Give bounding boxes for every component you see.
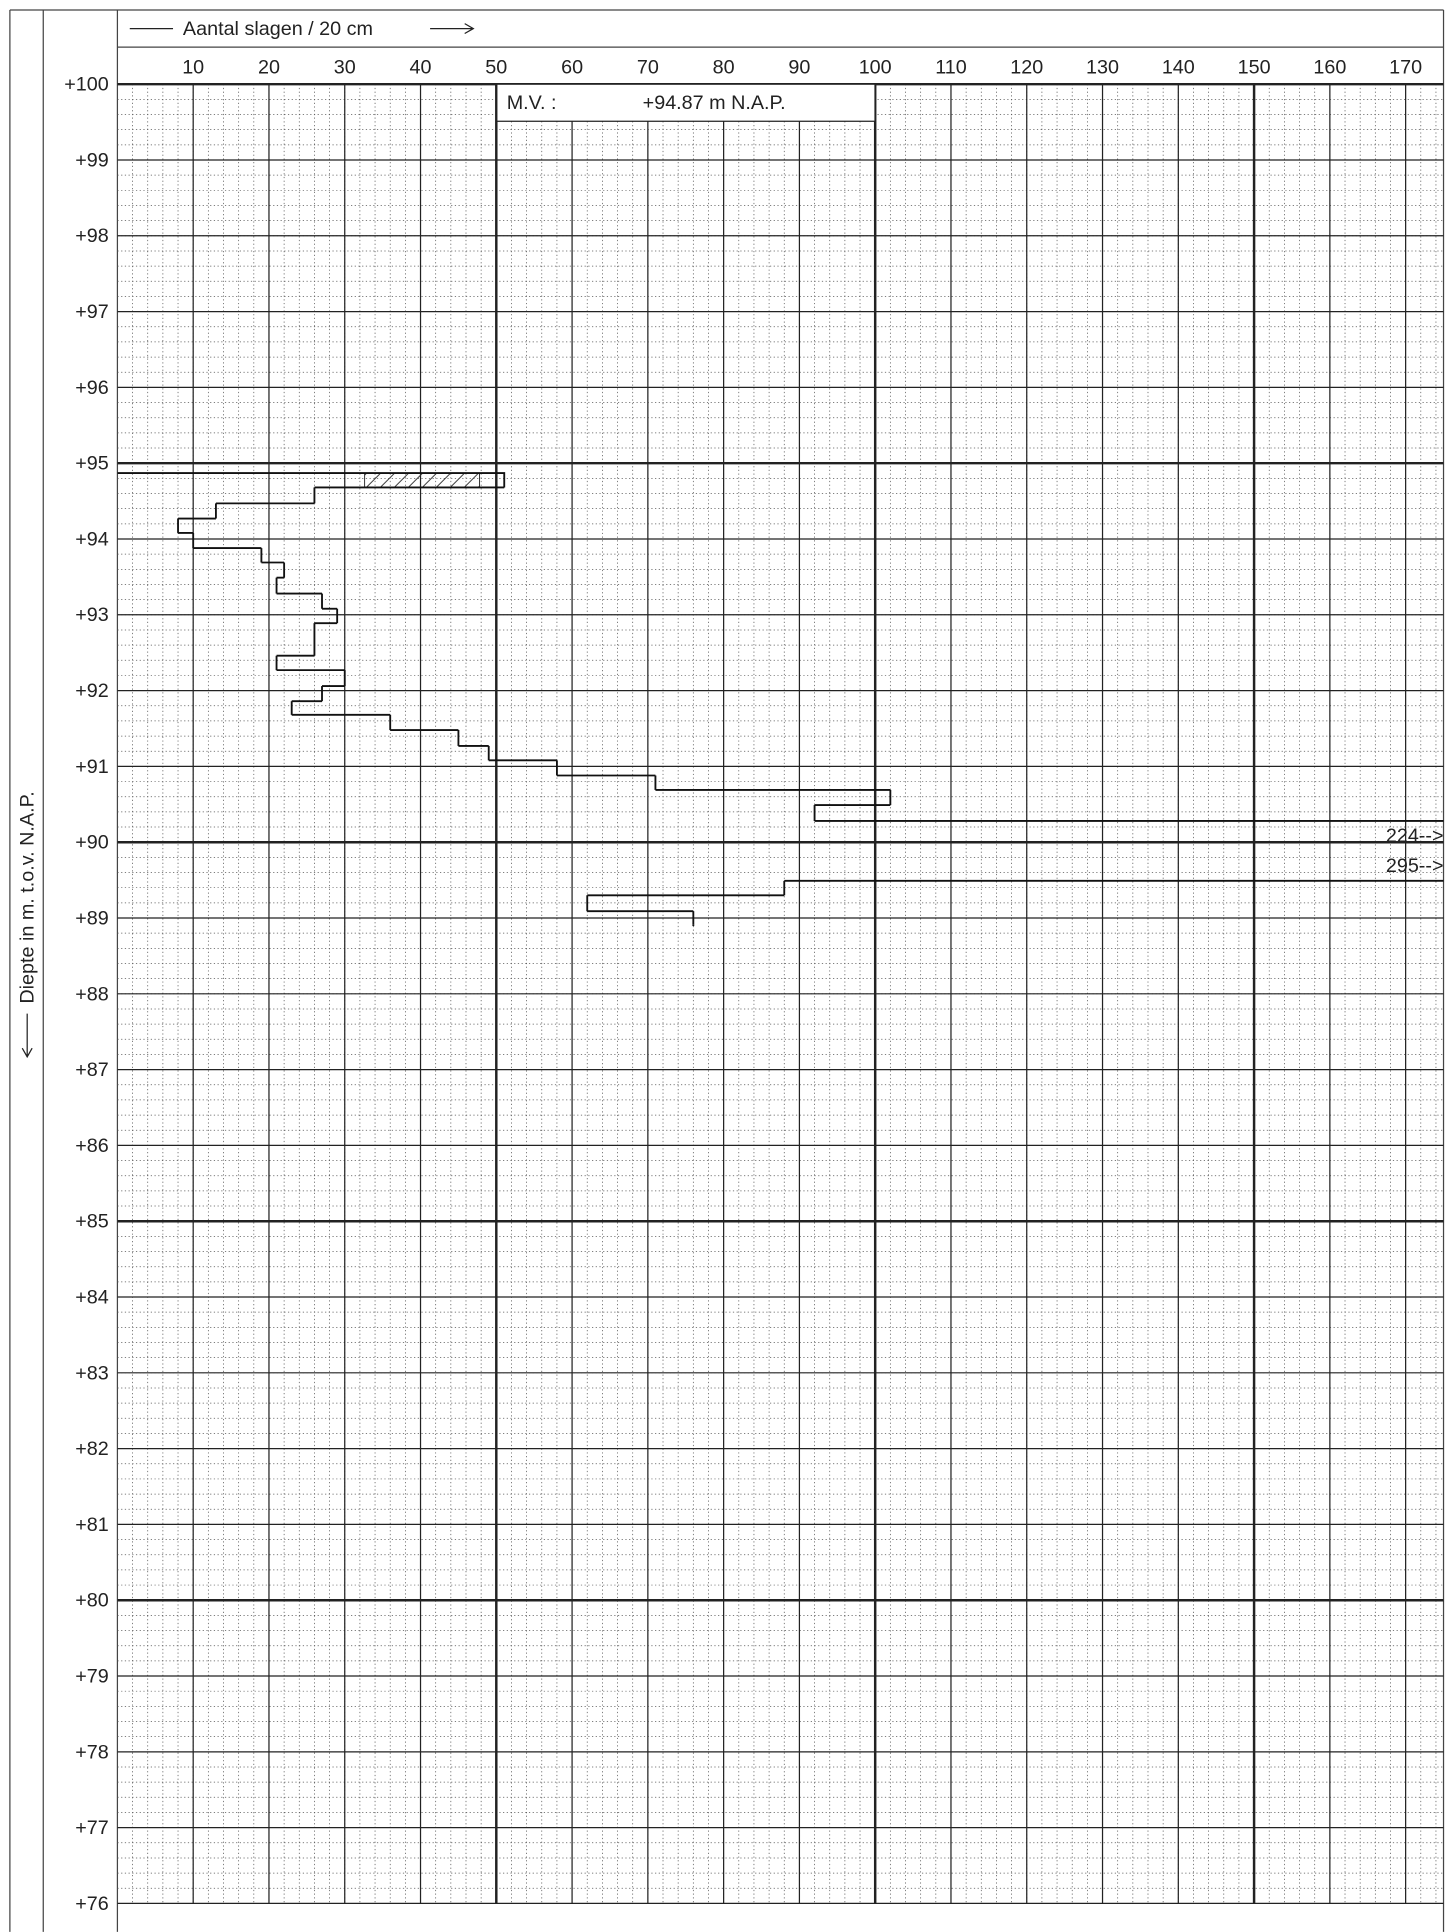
x-tick-label: 30 xyxy=(334,56,356,78)
x-tick-label: 150 xyxy=(1238,56,1271,78)
hatched-area xyxy=(364,472,481,488)
y-axis-label-group: Diepte in m. t.o.v. N.A.P. xyxy=(17,791,39,1059)
y-tick-label: +93 xyxy=(75,604,109,626)
y-tick-label: +95 xyxy=(75,453,109,475)
y-tick-label: +96 xyxy=(75,377,109,399)
y-tick-label: +99 xyxy=(75,149,109,171)
y-tick-label: +89 xyxy=(75,907,109,929)
x-label-arrow xyxy=(430,23,475,35)
value-label: 224--> xyxy=(1386,825,1444,847)
y-tick-label: +84 xyxy=(75,1286,109,1308)
x-tick-label: 60 xyxy=(561,56,583,78)
y-tick-label: +98 xyxy=(75,225,109,247)
y-tick-label: +92 xyxy=(75,680,109,702)
ground-level-line xyxy=(117,472,506,488)
y-tick-label: +88 xyxy=(75,983,109,1005)
y-tick-label: +100 xyxy=(64,74,109,96)
plot xyxy=(117,472,1444,927)
x-tick-label: 80 xyxy=(713,56,735,78)
x-tick-label: 110 xyxy=(935,56,967,78)
y-tick-label: +82 xyxy=(75,1438,109,1460)
y-label-arrow xyxy=(21,1013,33,1059)
x-tick-label: 100 xyxy=(859,56,892,78)
y-tick-label: +76 xyxy=(75,1893,109,1915)
mv-text: +94.87 m N.A.P. xyxy=(643,92,786,114)
y-tick-label: +79 xyxy=(75,1665,109,1687)
grid xyxy=(117,82,1444,1905)
x-tick-label: 130 xyxy=(1086,56,1119,78)
y-tick-label: +97 xyxy=(75,301,109,323)
y-axis-label: Diepte in m. t.o.v. N.A.P. xyxy=(17,791,39,1003)
x-tick-label: 120 xyxy=(1010,56,1043,78)
x-tick-label: 140 xyxy=(1162,56,1195,78)
mv-box xyxy=(496,83,876,122)
y-tick-label: +81 xyxy=(75,1514,109,1536)
x-tick-label: 50 xyxy=(485,56,507,78)
y-tick-label: +90 xyxy=(75,832,109,854)
mv-label: M.V. : xyxy=(507,92,557,114)
x-tick-label: 40 xyxy=(410,56,432,78)
y-tick-label: +80 xyxy=(75,1590,109,1612)
y-tick-label: +94 xyxy=(75,528,109,550)
x-axis-label: Aantal slagen / 20 cm xyxy=(183,18,373,40)
y-tick-label: +87 xyxy=(75,1059,109,1081)
x-tick-label: 10 xyxy=(182,56,204,78)
x-tick-label: 160 xyxy=(1313,56,1346,78)
x-tick-label: 20 xyxy=(258,56,280,78)
y-tick-label: +78 xyxy=(75,1741,109,1763)
y-tick-label: +77 xyxy=(75,1817,109,1839)
x-tick-label: 70 xyxy=(637,56,659,78)
y-tick-label: +83 xyxy=(75,1362,109,1384)
x-tick-label: 170 xyxy=(1389,56,1422,78)
y-tick-label: +85 xyxy=(75,1211,109,1233)
value-label: 295--> xyxy=(1386,855,1444,877)
x-tick-label: 90 xyxy=(788,56,810,78)
y-tick-label: +86 xyxy=(75,1135,109,1157)
y-tick-label: +91 xyxy=(75,756,109,778)
